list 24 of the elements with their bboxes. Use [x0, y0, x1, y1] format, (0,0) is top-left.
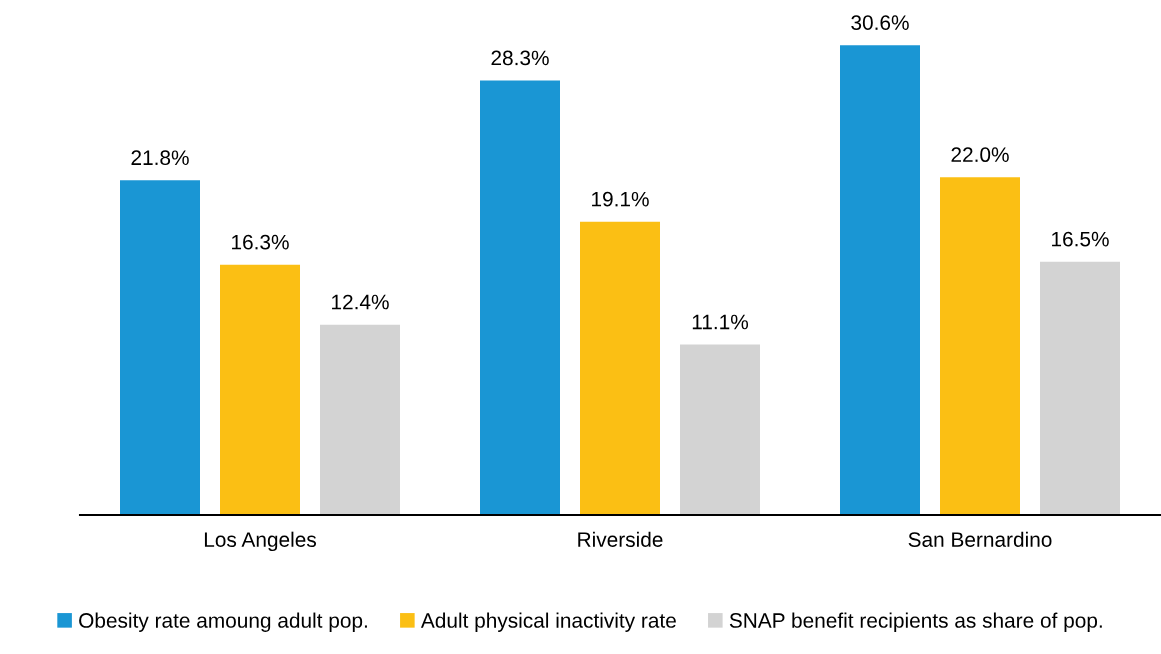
x-tick-label: Los Angeles	[204, 531, 317, 552]
bar	[840, 45, 920, 515]
data-label: 16.5%	[1052, 231, 1109, 247]
data-label: 19.1%	[592, 191, 649, 207]
data-label: 30.6%	[851, 15, 909, 30]
bar	[220, 264, 300, 515]
legend-label: SNAP benefit recipients as share of pop.	[729, 612, 1102, 632]
legend-label: Adult physical inactivity rate	[420, 612, 676, 632]
bar	[580, 221, 660, 515]
data-label: 28.3%	[491, 50, 549, 66]
data-label: 11.1%	[692, 314, 749, 330]
x-tick-label: San Bernardino	[908, 531, 1052, 547]
legend-label: Obesity rate amoung adult pop.	[79, 612, 367, 632]
bar	[120, 180, 200, 515]
bar	[1040, 261, 1120, 515]
data-label: 12.4%	[332, 294, 389, 310]
data-label: 16.3%	[232, 234, 289, 250]
data-label: 22.0%	[951, 147, 1009, 163]
data-label: 21.8%	[131, 150, 189, 166]
bar	[320, 324, 400, 515]
bar	[480, 80, 560, 515]
bar	[940, 177, 1020, 515]
bar	[680, 344, 760, 515]
x-tick-label: Riverside	[578, 531, 663, 547]
